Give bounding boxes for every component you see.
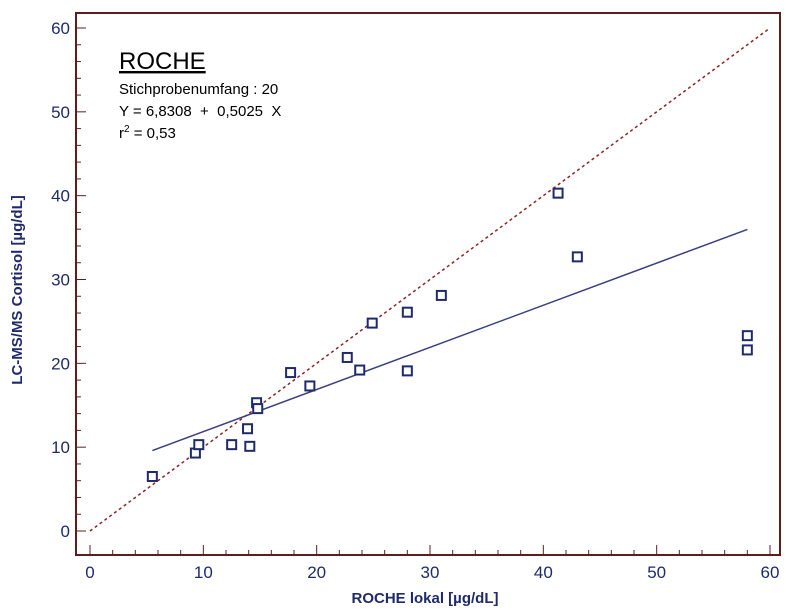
x-tick-label: 0 [85,563,94,582]
r2-prefix: r [119,125,124,142]
data-point [252,403,264,415]
data-point [354,364,366,376]
data-point [552,187,564,199]
y-tick-label: 50 [51,103,70,122]
data-point [366,317,378,329]
data-point [146,471,158,483]
data-point [401,365,413,377]
x-tick-label: 10 [194,563,213,582]
annotation-sample-size: Stichprobenumfang : 20 [119,81,278,98]
data-point [193,439,205,451]
data-point [285,367,297,379]
x-tick-label: 30 [421,563,440,582]
data-point [741,330,753,342]
data-point [741,344,753,356]
r2-superscript: 2 [124,124,130,135]
y-tick-label: 0 [61,522,70,541]
plot-area [76,13,780,555]
data-point [435,289,447,301]
data-points [146,187,753,483]
regression-line [152,228,748,452]
x-tick-label: 60 [761,563,780,582]
data-point [341,351,353,363]
annotation-r2: r2 = 0,53 [119,124,176,142]
data-point [304,380,316,392]
data-point [571,251,583,263]
y-tick-label: 30 [51,271,70,290]
y-tick-label: 40 [51,187,70,206]
x-tick-label: 20 [307,563,326,582]
y-tick-label: 60 [51,19,70,38]
data-point [401,306,413,318]
annotation-heading: ROCHE [119,48,206,75]
y-tick-label: 20 [51,354,70,373]
y-tick-label: 10 [51,438,70,457]
data-point [244,440,256,452]
y-axis-title: LC-MS/MS Cortisol [µg/dL] [9,195,26,384]
regression-annotation: ROCHE Stichprobenumfang : 20 Y = 6,8308 … [119,48,281,142]
x-tick-label: 40 [534,563,553,582]
x-tick-label: 50 [647,563,666,582]
annotation-equation: Y = 6,8308 + 0,5025 X [119,103,281,120]
data-point [242,423,254,435]
data-point [226,439,238,451]
plot-frame [75,12,781,556]
axis-tick-labels: 0 10 20 30 40 50 60 0 10 20 30 40 50 60 [51,19,779,582]
x-axis-title: ROCHE lokal [µg/dL] [352,590,499,607]
r2-value: = 0,53 [130,125,176,142]
